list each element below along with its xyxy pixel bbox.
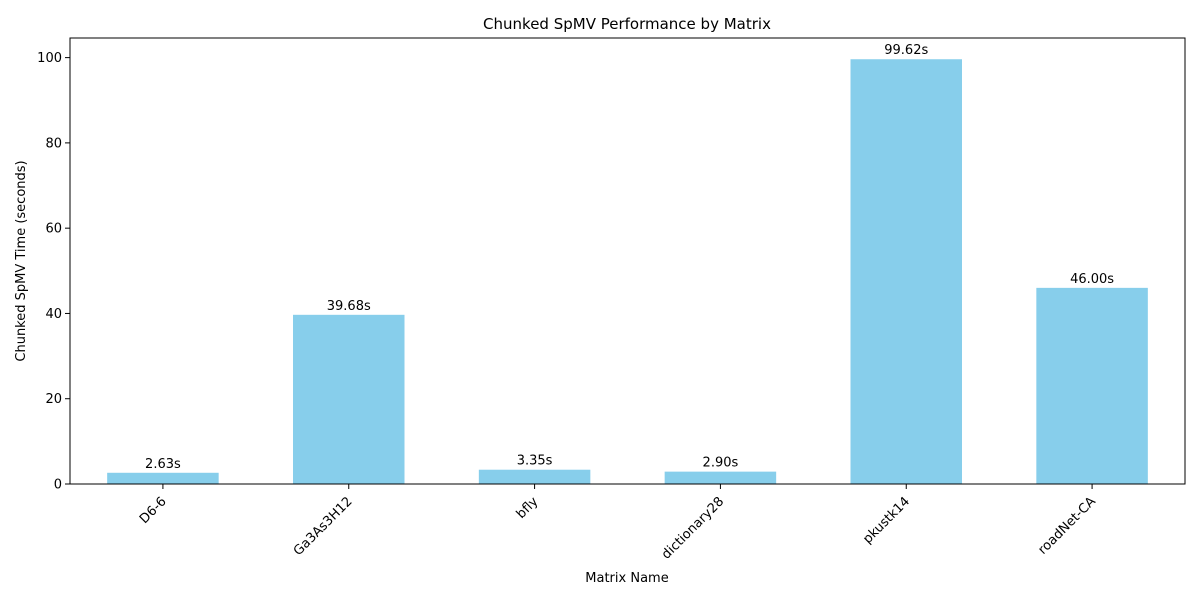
bar-3 [664,471,777,484]
data-label-4: 99.62s [884,43,928,58]
plot-area: 2.63s D6-6 39.68s Ga3As3H12 3.35s bfly 2.90s di… [37,37,1186,562]
bar-5 [1036,287,1148,484]
bar-0 [107,472,219,484]
data-label-3: 2.90s [703,456,739,471]
bar-1 [293,314,405,484]
y-tick-label-1: 20 [45,392,62,407]
x-tick-label-2: bfly [514,494,542,522]
y-tick-label-5: 100 [37,51,62,66]
y-tick-label-3: 60 [45,222,62,237]
bar-4 [850,59,962,484]
bar-2 [478,469,591,484]
data-label-2: 3.35s [517,454,553,469]
y-tick-label-4: 80 [45,136,62,151]
y-tick-label-0: 0 [54,478,62,493]
y-tick-label-2: 40 [45,307,62,322]
x-tick-label-0: D6-6 [137,494,170,527]
data-label-1: 39.68s [327,299,371,314]
y-axis-label: Chunked SpMV Time (seconds) [14,160,29,361]
plot-frame [69,37,1186,485]
x-tick-label-5: roadNet-CA [1035,494,1099,558]
x-tick-label-1: Ga3As3H12 [291,494,356,559]
data-label-5: 46.00s [1070,272,1114,287]
x-tick-label-4: pkustk14 [860,494,913,547]
chart-title: Chunked SpMV Performance by Matrix [483,15,771,33]
data-label-0: 2.63s [145,457,181,472]
x-tick-label-3: dictionary28 [659,494,727,562]
x-axis-label: Matrix Name [585,571,668,586]
